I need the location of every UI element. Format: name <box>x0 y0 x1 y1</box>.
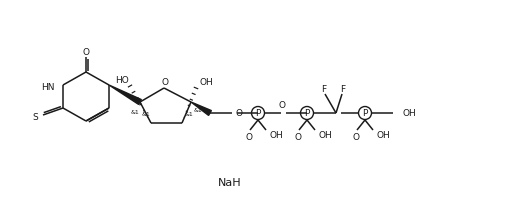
Text: P: P <box>304 109 310 118</box>
Text: O: O <box>278 101 285 110</box>
Text: P: P <box>256 109 261 118</box>
Text: O: O <box>295 132 302 141</box>
Text: OH: OH <box>318 131 332 140</box>
Polygon shape <box>109 86 141 105</box>
Text: &1: &1 <box>141 112 151 117</box>
Text: O: O <box>83 47 90 56</box>
Text: F: F <box>321 84 327 93</box>
Text: O: O <box>236 108 243 117</box>
Text: &1: &1 <box>194 108 202 113</box>
Text: HO: HO <box>115 75 129 84</box>
Text: NaH: NaH <box>218 177 242 187</box>
Text: O: O <box>352 132 359 141</box>
Text: &1: &1 <box>131 109 139 114</box>
Text: F: F <box>340 84 346 93</box>
Text: &1: &1 <box>185 112 193 117</box>
Text: O: O <box>162 77 168 86</box>
Text: S: S <box>32 112 38 121</box>
Text: OH: OH <box>199 77 213 86</box>
Text: OH: OH <box>403 109 417 118</box>
Text: OH: OH <box>376 131 390 140</box>
Text: HN: HN <box>41 82 55 91</box>
Text: OH: OH <box>269 131 283 140</box>
Text: O: O <box>245 132 252 141</box>
Text: P: P <box>363 109 368 118</box>
Polygon shape <box>191 102 211 116</box>
